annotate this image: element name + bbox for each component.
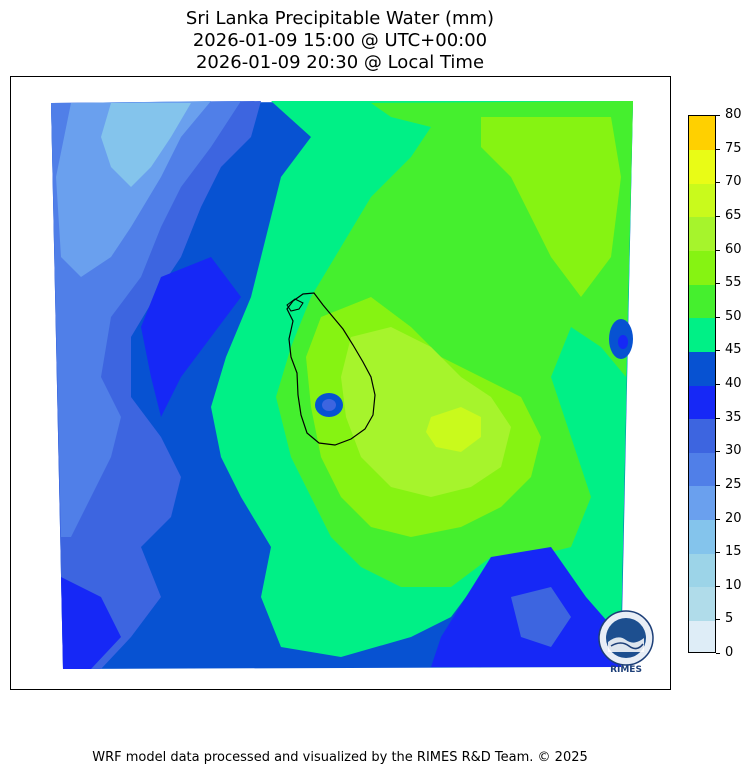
- colorbar-tick-mark: [716, 619, 720, 621]
- contour-35-40-west: [141, 257, 241, 417]
- colorbar-segment: [689, 620, 715, 652]
- contour-55-60: [481, 117, 621, 297]
- title-line-3: 2026-01-09 20:30 @ Local Time: [195, 52, 485, 73]
- contour-pocket-east-inner: [618, 335, 628, 349]
- colorbar-tick-mark: [716, 316, 720, 318]
- colorbar-segment: [689, 250, 715, 285]
- rimes-logo-icon: [598, 610, 654, 666]
- colorbar-tick-mark: [716, 350, 720, 352]
- colorbar-tick-mark: [716, 148, 720, 150]
- colorbar-tick-mark: [716, 552, 720, 554]
- colorbar-tick-mark: [716, 585, 720, 587]
- colorbar-tick-mark: [716, 115, 720, 116]
- colorbar-tick-label: 55: [725, 275, 742, 291]
- rimes-logo: RIMES: [593, 608, 659, 678]
- colorbar-segment: [689, 351, 715, 386]
- colorbar-segment: [689, 586, 715, 621]
- colorbar-segment: [689, 485, 715, 520]
- colorbar-tick-mark: [716, 384, 720, 385]
- colorbar-segment: [689, 553, 715, 588]
- contour-65-70: [426, 407, 481, 452]
- chart-title: Sri Lanka Precipitable Water (mm) 2026-0…: [0, 8, 680, 74]
- colorbar-tick-label: 40: [725, 376, 742, 391]
- colorbar-tick-label: 25: [725, 476, 742, 492]
- colorbar-tick-label: 5: [725, 611, 734, 627]
- contour-35-40-southwest: [61, 577, 121, 669]
- contour-60-65: [341, 327, 511, 497]
- logo-text: RIMES: [610, 665, 642, 675]
- colorbar-segment-top: [689, 116, 715, 150]
- colorbar-segment: [689, 183, 715, 218]
- colorbar-tick-label: 35: [725, 409, 742, 425]
- colorbar-tick-label: 65: [725, 207, 742, 223]
- sri-lanka-coastline: [286, 292, 376, 446]
- colorbar-tick-mark: [716, 451, 720, 453]
- colorbar-tick-label: 10: [725, 577, 742, 593]
- colorbar-tick-mark: [716, 417, 720, 419]
- contour-20-25: [56, 101, 211, 277]
- footer-credit: WRF model data processed and visualized …: [92, 750, 588, 765]
- colorbar-tick-label: 45: [725, 342, 742, 358]
- colorbar: [688, 115, 716, 653]
- map-panel: [10, 76, 671, 690]
- colorbar-tick-label: 75: [725, 140, 742, 156]
- colorbar-tick-label: 0: [725, 645, 734, 660]
- colorbar-tick-mark: [716, 249, 720, 251]
- colorbar-tick-label: 30: [725, 443, 742, 459]
- colorbar-segment: [689, 216, 715, 251]
- colorbar-tick-mark: [716, 653, 720, 654]
- title-line-2: 2026-01-09 15:00 @ UTC+00:00: [192, 30, 488, 51]
- colorbar-tick-label: 60: [725, 241, 742, 257]
- colorbar-tick-label: 15: [725, 544, 742, 560]
- colorbar-segment: [689, 149, 715, 184]
- colorbar-segment: [689, 284, 715, 319]
- colorbar-segment: [689, 317, 715, 352]
- colorbar-segment: [689, 385, 715, 420]
- colorbar-segment: [689, 519, 715, 554]
- contour-south-blue-inner: [511, 587, 571, 647]
- colorbar-tick-mark: [716, 484, 720, 486]
- colorbar-segment: [689, 452, 715, 487]
- colorbar-segment: [689, 418, 715, 453]
- jaffna-peninsula: [286, 298, 304, 312]
- title-line-1: Sri Lanka Precipitable Water (mm): [185, 8, 495, 29]
- colorbar-tick-mark: [716, 518, 720, 520]
- colorbar-tick-label: 50: [725, 308, 742, 324]
- contour-15-20: [101, 103, 191, 187]
- colorbar-tick-mark: [716, 182, 720, 184]
- colorbar-tick-label: 80: [725, 107, 742, 122]
- colorbar-tick-mark: [716, 215, 720, 217]
- colorbar-tick-label: 70: [725, 174, 742, 190]
- precipitable-water-map: [51, 101, 633, 669]
- colorbar-tick-mark: [716, 283, 720, 285]
- contour-pocket-island-inner: [322, 399, 336, 411]
- colorbar-tick-label: 20: [725, 510, 742, 526]
